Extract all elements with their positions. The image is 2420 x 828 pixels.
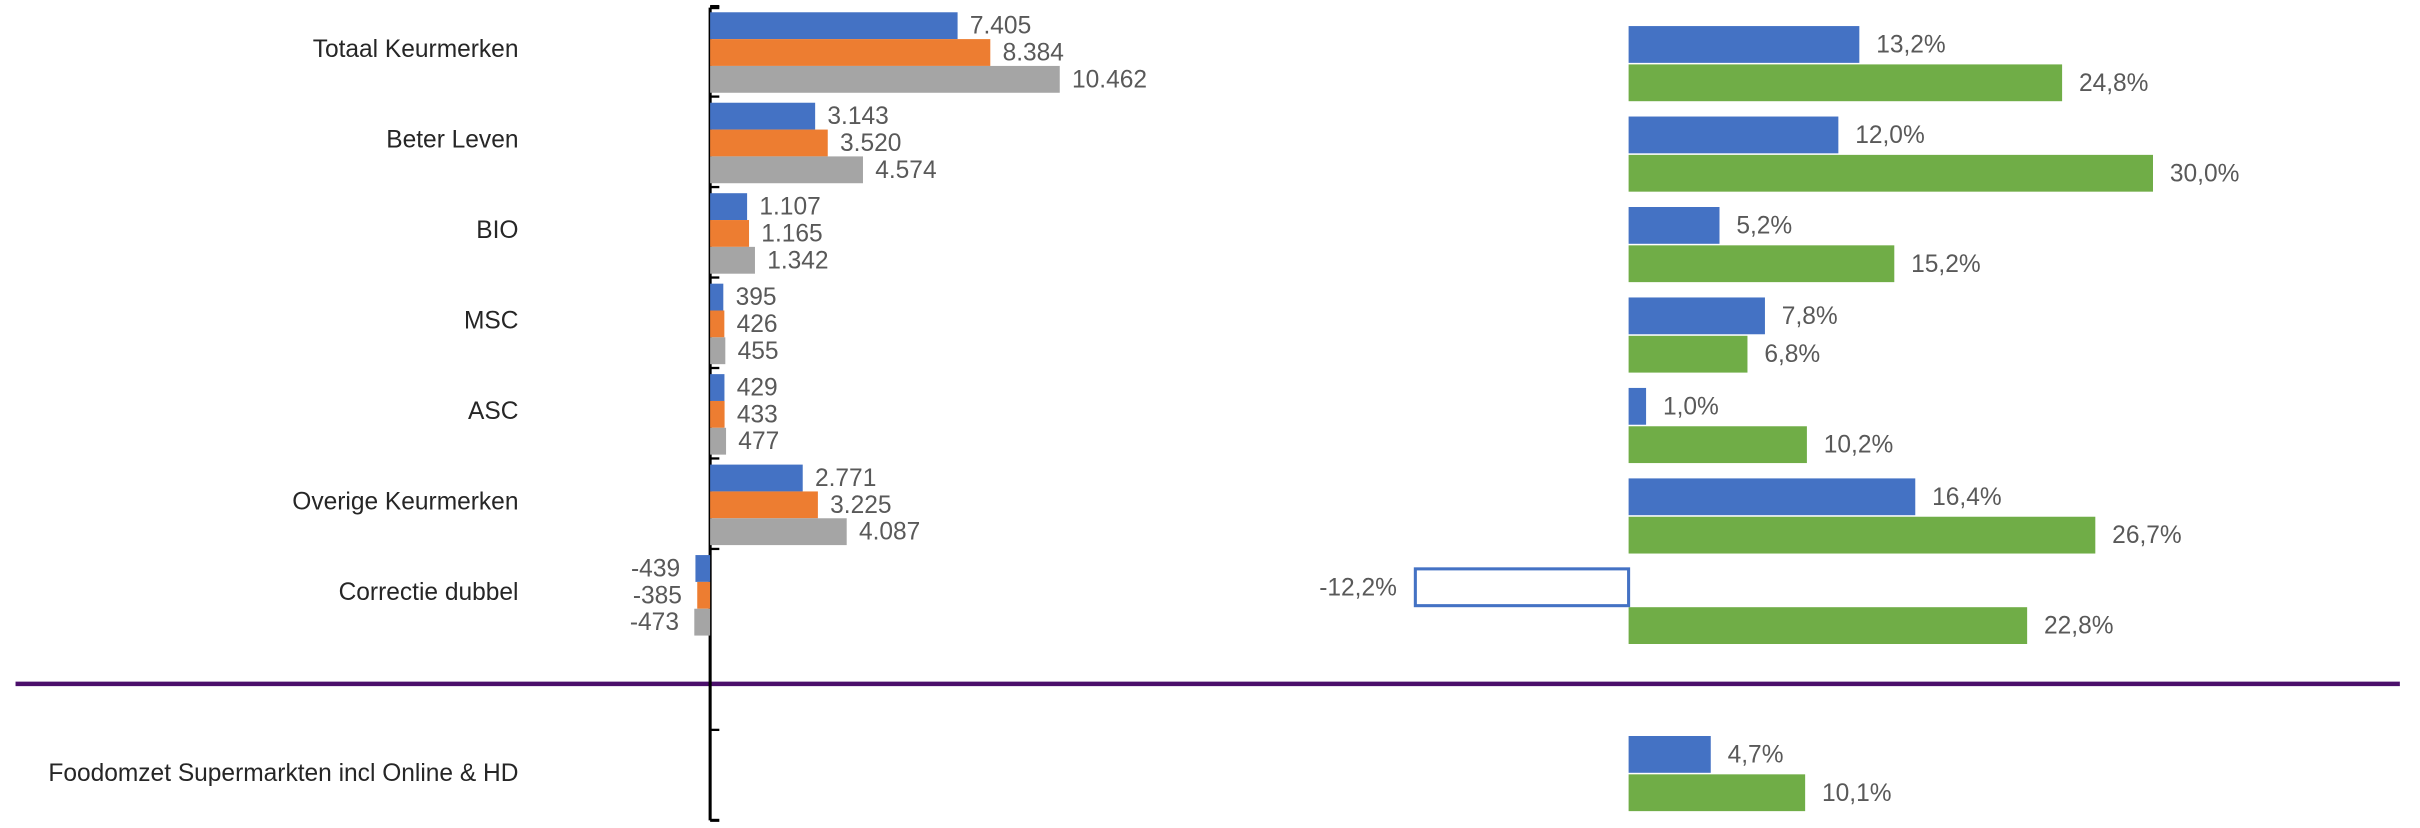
value-label: 3.143 [827, 103, 888, 130]
bar [1628, 154, 2153, 192]
value-label: 10,2% [1824, 432, 1894, 459]
value-label: 10,1% [1822, 780, 1892, 807]
bar [710, 129, 828, 157]
bar [710, 12, 958, 40]
bar [710, 39, 991, 66]
bar [1628, 245, 1895, 283]
category-label: ASC [468, 398, 518, 425]
bar [695, 555, 711, 582]
value-label: 455 [738, 338, 779, 365]
value-label: 13,2% [1876, 31, 1946, 58]
value-label: 8.384 [1003, 40, 1064, 67]
value-label: 4,7% [1728, 741, 1784, 768]
category-label: MSC [464, 307, 518, 334]
value-label: 26,7% [2112, 522, 2182, 549]
value-label: 10.462 [1072, 66, 1147, 93]
value-label: -473 [630, 609, 679, 636]
bar [710, 400, 725, 428]
value-label: 12,0% [1855, 122, 1925, 149]
value-label: 16,4% [1932, 484, 2002, 511]
value-label: 395 [736, 284, 777, 311]
bar [1628, 774, 1806, 812]
bar [1628, 207, 1720, 244]
value-label: -12,2% [1319, 574, 1397, 601]
category-label: Foodomzet Supermarkten incl Online & HD [48, 760, 518, 787]
category-label: Totaal Keurmerken [313, 36, 519, 63]
bar [1628, 387, 1647, 425]
bar [1413, 567, 1631, 608]
value-label: 7,8% [1782, 303, 1838, 330]
bar [710, 283, 724, 311]
value-label: 7.405 [970, 13, 1031, 40]
bar [710, 518, 847, 546]
category-label: Beter Leven [386, 127, 518, 154]
value-label: 6,8% [1764, 341, 1820, 368]
bar [710, 220, 750, 247]
value-label: 22,8% [2044, 613, 2114, 640]
value-label: -439 [631, 556, 680, 583]
value-label: 3.520 [840, 130, 901, 157]
bar [1628, 426, 1807, 464]
value-label: 426 [737, 311, 778, 338]
bar [1628, 26, 1860, 63]
value-label: 4.087 [859, 519, 920, 546]
bar [710, 246, 755, 274]
bar [710, 337, 726, 365]
value-label: 1.107 [759, 194, 820, 221]
bar [710, 193, 748, 221]
value-label: -385 [633, 582, 682, 609]
value-label: 4.574 [875, 157, 936, 184]
value-label: 477 [738, 428, 779, 455]
value-label: 24,8% [2079, 70, 2149, 97]
value-label: 1,0% [1663, 393, 1719, 420]
category-label: BIO [476, 217, 518, 244]
bar [1628, 335, 1748, 373]
bar [710, 374, 725, 401]
value-label: 1.342 [767, 247, 828, 274]
bar [1628, 297, 1765, 335]
bar [710, 310, 725, 338]
bar [697, 581, 711, 609]
bar [694, 608, 711, 636]
bar [1628, 607, 2028, 644]
value-label: 15,2% [1911, 251, 1981, 278]
value-label: 2.771 [815, 465, 876, 492]
bar [710, 427, 727, 455]
bar [710, 156, 863, 184]
bar [1628, 478, 1916, 516]
value-label: 429 [737, 375, 778, 402]
bar [1628, 64, 2063, 102]
category-label: Correctie dubbel [339, 579, 519, 606]
category-label: Overige Keurmerken [292, 488, 518, 515]
value-label: 3.225 [830, 492, 891, 519]
value-label: 5,2% [1736, 212, 1792, 239]
bar [1628, 736, 1711, 773]
value-label: 30,0% [2170, 160, 2240, 187]
bar [710, 464, 803, 492]
bar [710, 65, 1060, 93]
value-label: 433 [737, 401, 778, 428]
bar [1628, 116, 1839, 154]
bar [710, 102, 816, 130]
bar [1628, 516, 2096, 554]
bar [710, 491, 818, 519]
value-label: 1.165 [761, 220, 822, 247]
